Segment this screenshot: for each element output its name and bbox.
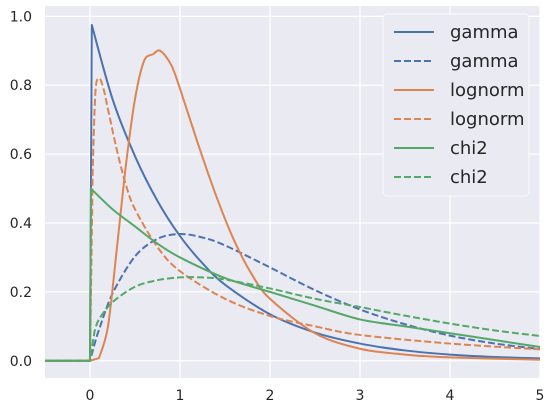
x-tick-label: 0 — [86, 388, 95, 404]
y-tick-label: 0.6 — [10, 147, 32, 163]
series-line-chi2-dashed — [45, 276, 541, 362]
x-tick-label: 1 — [176, 388, 185, 404]
legend: gamma gamma lognorm lognorm chi2 chi2 — [382, 13, 530, 197]
y-tick-label: 0.8 — [10, 78, 32, 94]
series-line-lognorm-solid — [45, 49, 541, 362]
series-lines — [45, 23, 541, 362]
series-line-lognorm-dashed — [45, 77, 541, 362]
series-line-gamma-solid — [45, 23, 541, 362]
legend-label: chi2 — [450, 167, 488, 188]
x-tick-label: 4 — [446, 388, 455, 404]
y-tick-label: 0.2 — [10, 285, 32, 301]
legend-label: chi2 — [450, 138, 488, 159]
y-tick-label: 1.0 — [10, 9, 32, 25]
legend-box — [382, 13, 530, 197]
series-line-chi2-solid — [45, 187, 541, 362]
x-tick-label: 2 — [266, 388, 275, 404]
legend-label: lognorm — [450, 80, 524, 101]
y-tick-label: 0.4 — [10, 216, 32, 232]
y-tick-label: 0.0 — [10, 354, 32, 370]
legend-label: lognorm — [450, 109, 524, 130]
x-tick-label: 3 — [356, 388, 365, 404]
series-line-gamma-dashed — [45, 233, 541, 362]
tick-labels: 0 1 2 3 4 5 0.0 0.2 0.4 0.6 0.8 1.0 — [10, 9, 545, 404]
legend-label: gamma — [450, 22, 519, 43]
legend-label: gamma — [450, 51, 519, 72]
x-tick-label: 5 — [536, 388, 545, 404]
